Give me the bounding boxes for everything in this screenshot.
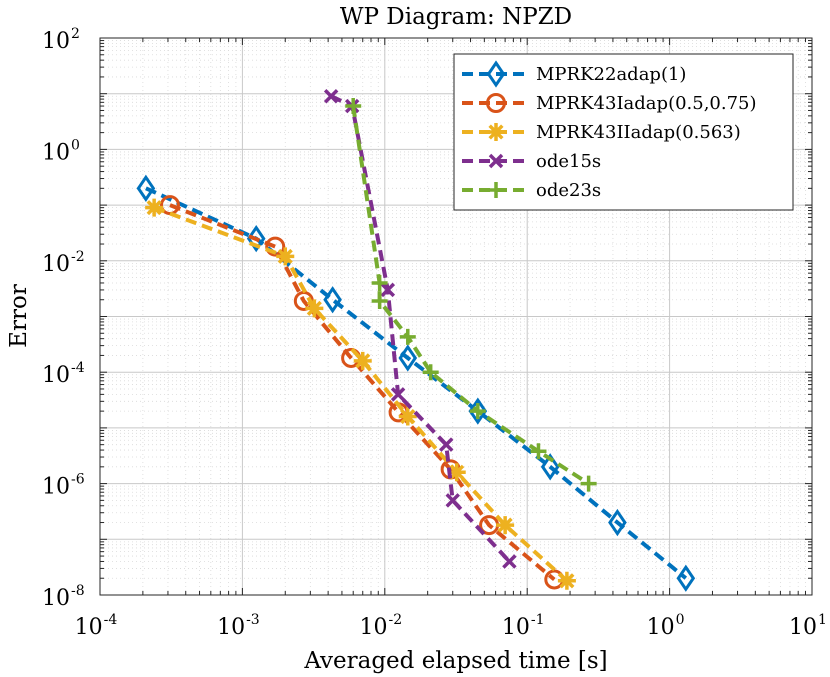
data-point [468, 397, 488, 425]
x-tick-label: 10-1 [502, 612, 545, 640]
legend-label: MPRK43Iadap(0.5,0.75) [536, 93, 757, 114]
x-tick-label: 10-4 [75, 612, 118, 640]
data-point [540, 453, 560, 481]
data-point [445, 493, 460, 508]
x-tick-label: 100 [647, 612, 685, 640]
legend-marker [488, 153, 504, 169]
legend-item: MPRK22adap(1) [462, 60, 686, 88]
legend-label: MPRK43IIadap(0.563) [536, 122, 741, 143]
legend-label: ode15s [536, 151, 601, 172]
y-tick-label: 10-6 [42, 472, 85, 500]
series-MPRK43IIadap(0.563) [145, 198, 576, 590]
series-line [351, 105, 590, 486]
data-point [353, 351, 372, 370]
data-point [136, 174, 156, 202]
x-tick-label: 101 [789, 612, 827, 640]
data-point [145, 198, 164, 217]
data-point [447, 463, 466, 482]
x-tick-labels: 10-4 10-3 10-2 10-1 100 101 [75, 612, 827, 640]
data-point [323, 89, 339, 104]
legend-label: ode23s [536, 180, 601, 201]
data-point [530, 443, 547, 460]
x-tick-label: 10-2 [359, 612, 402, 640]
data-series [136, 89, 696, 592]
data-point [159, 195, 180, 216]
data-point [390, 387, 406, 402]
legend-item: ode23s [462, 180, 601, 201]
data-point [246, 224, 266, 253]
series-line [153, 205, 569, 583]
y-axis-title: Error [6, 284, 32, 348]
data-point [276, 247, 295, 266]
legend-marker [488, 182, 504, 198]
legend-item: MPRK43IIadap(0.563) [462, 122, 741, 143]
legend: MPRK22adap(1) MPRK43Iadap(0.5,0.75) MPRK43… [453, 53, 794, 211]
tick-marks [99, 37, 813, 596]
x-axis-title: Averaged elapsed time [s] [303, 648, 607, 674]
data-point [371, 274, 388, 291]
data-point [438, 437, 454, 452]
data-point [676, 564, 696, 592]
data-point [496, 516, 515, 535]
data-point [398, 344, 418, 372]
legend-marker [486, 60, 506, 88]
x-tick-label: 10-3 [217, 612, 260, 640]
data-point [580, 475, 597, 492]
y-tick-label: 100 [42, 137, 80, 165]
legend-marker [487, 123, 505, 141]
y-tick-labels: 102 100 10-2 10-4 10-6 10-8 [42, 26, 85, 611]
data-point [422, 364, 439, 381]
legend-item: ode15s [462, 151, 601, 172]
data-point [469, 403, 486, 420]
data-point [265, 236, 286, 257]
y-tick-label: 102 [42, 26, 80, 54]
y-tick-label: 10-8 [42, 583, 85, 611]
legend-item: MPRK43Iadap(0.5,0.75) [462, 93, 757, 114]
data-point [398, 407, 417, 426]
data-point [323, 286, 342, 314]
y-tick-label: 10-4 [42, 360, 85, 388]
y-tick-label: 10-2 [42, 249, 85, 277]
data-point [305, 299, 324, 318]
data-point [502, 554, 517, 569]
data-point [345, 98, 362, 115]
legend-label: MPRK22adap(1) [536, 64, 686, 85]
data-point [399, 328, 416, 345]
legend-marker [486, 93, 506, 113]
data-point [557, 571, 576, 590]
data-point [371, 292, 388, 309]
series-ode23s [345, 98, 597, 492]
data-point [380, 282, 396, 298]
data-point [608, 508, 627, 537]
chart-title: WP Diagram: NPZD [340, 4, 572, 30]
legend-box [453, 53, 794, 211]
